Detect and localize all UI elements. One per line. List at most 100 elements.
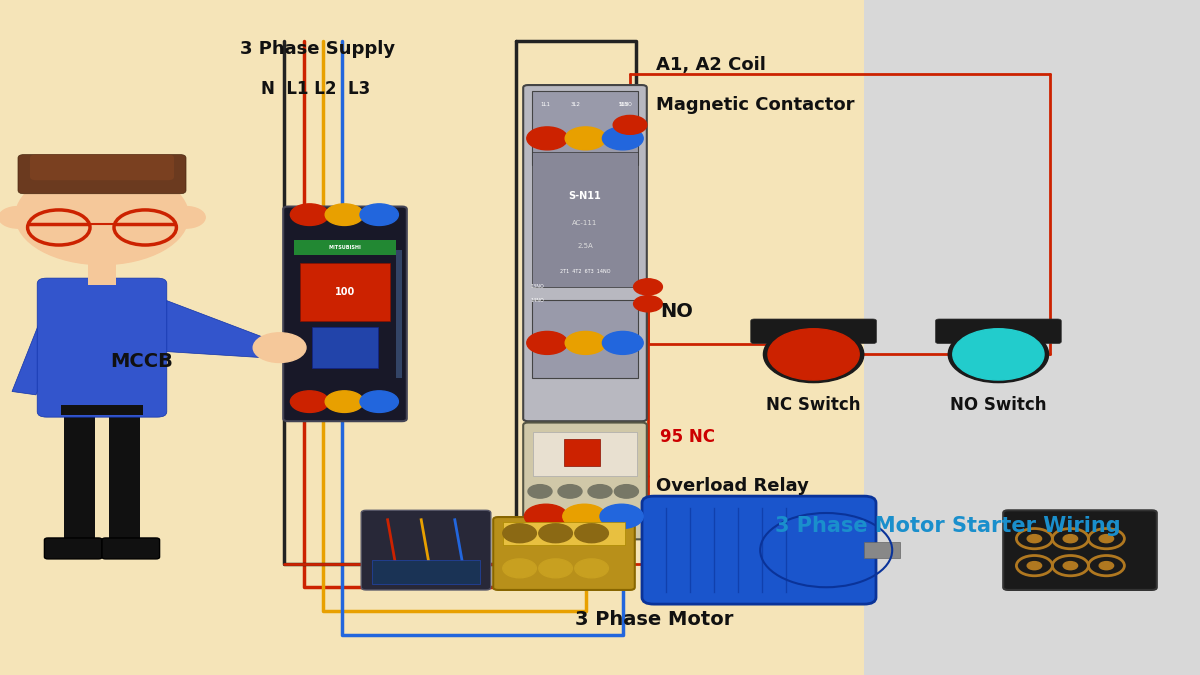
Circle shape	[360, 391, 398, 412]
Circle shape	[167, 207, 205, 228]
FancyBboxPatch shape	[523, 85, 647, 421]
Text: 13NO: 13NO	[530, 284, 544, 290]
Text: N  L1 L2  L3: N L1 L2 L3	[260, 80, 371, 98]
Circle shape	[1027, 562, 1042, 570]
Circle shape	[614, 485, 638, 498]
Circle shape	[588, 485, 612, 498]
Circle shape	[600, 504, 643, 529]
Circle shape	[575, 559, 608, 578]
Bar	[312, 327, 378, 368]
Text: 13NO: 13NO	[619, 102, 632, 107]
Bar	[533, 432, 637, 476]
Circle shape	[325, 391, 364, 412]
Text: A1, A2 Coil: A1, A2 Coil	[656, 56, 767, 74]
Circle shape	[565, 331, 606, 354]
Polygon shape	[12, 304, 68, 395]
FancyBboxPatch shape	[523, 423, 647, 539]
Bar	[64, 412, 95, 547]
Circle shape	[253, 333, 306, 362]
Circle shape	[1063, 562, 1078, 570]
Bar	[61, 405, 143, 415]
Bar	[88, 258, 116, 285]
Circle shape	[539, 524, 572, 543]
FancyBboxPatch shape	[30, 155, 174, 180]
FancyBboxPatch shape	[493, 517, 635, 590]
FancyBboxPatch shape	[283, 207, 407, 421]
Bar	[532, 152, 638, 287]
Text: 2.5A: 2.5A	[577, 244, 593, 249]
Text: NC Switch: NC Switch	[767, 396, 860, 414]
Circle shape	[1099, 562, 1114, 570]
Circle shape	[602, 127, 643, 150]
Text: 5L3: 5L3	[619, 102, 629, 107]
Text: 100: 100	[335, 288, 355, 297]
Text: Magnetic Contactor: Magnetic Contactor	[656, 97, 854, 114]
Circle shape	[768, 329, 859, 380]
Text: AC-111: AC-111	[572, 220, 598, 225]
Text: 1L1: 1L1	[540, 102, 550, 107]
Circle shape	[524, 504, 568, 529]
Circle shape	[563, 504, 606, 529]
Circle shape	[1063, 535, 1078, 543]
Bar	[532, 91, 638, 165]
Bar	[372, 560, 480, 584]
Circle shape	[325, 204, 364, 225]
Bar	[532, 300, 638, 378]
Circle shape	[16, 167, 188, 265]
Bar	[503, 522, 625, 545]
Circle shape	[634, 279, 662, 295]
Circle shape	[527, 127, 568, 150]
Text: 3 Phase Motor: 3 Phase Motor	[575, 610, 733, 629]
Text: NO Switch: NO Switch	[950, 396, 1046, 414]
Text: 2T1  4T2  6T3  14NO: 2T1 4T2 6T3 14NO	[559, 269, 611, 274]
Circle shape	[1027, 535, 1042, 543]
Circle shape	[634, 296, 662, 312]
Bar	[300, 263, 390, 321]
Text: Overload Relay: Overload Relay	[656, 477, 809, 495]
Text: 95 NC: 95 NC	[660, 429, 715, 446]
Bar	[0, 0, 864, 675]
Circle shape	[290, 391, 329, 412]
Bar	[294, 240, 396, 255]
FancyBboxPatch shape	[44, 538, 102, 559]
Circle shape	[575, 524, 608, 543]
Circle shape	[528, 485, 552, 498]
Text: 3L2: 3L2	[571, 102, 581, 107]
Circle shape	[613, 115, 647, 134]
Text: MCCB: MCCB	[110, 352, 173, 371]
FancyBboxPatch shape	[936, 319, 1061, 344]
Circle shape	[503, 559, 536, 578]
Circle shape	[527, 331, 568, 354]
FancyBboxPatch shape	[751, 319, 876, 344]
Circle shape	[602, 331, 643, 354]
Text: 3 Phase Supply: 3 Phase Supply	[240, 40, 396, 57]
Circle shape	[290, 204, 329, 225]
Circle shape	[763, 326, 864, 383]
FancyBboxPatch shape	[361, 510, 491, 590]
FancyBboxPatch shape	[1003, 510, 1157, 590]
Circle shape	[360, 204, 398, 225]
Circle shape	[948, 326, 1049, 383]
FancyBboxPatch shape	[37, 278, 167, 417]
FancyBboxPatch shape	[18, 155, 186, 194]
Circle shape	[0, 207, 37, 228]
Bar	[864, 542, 900, 558]
Bar	[109, 412, 140, 547]
Circle shape	[558, 485, 582, 498]
Text: 14NO: 14NO	[530, 298, 544, 303]
FancyBboxPatch shape	[642, 496, 876, 604]
Circle shape	[565, 127, 606, 150]
Text: NO: NO	[660, 302, 692, 321]
Text: S-N11: S-N11	[569, 191, 601, 200]
Circle shape	[539, 559, 572, 578]
Text: MITSUBISHI: MITSUBISHI	[329, 245, 361, 250]
Bar	[564, 439, 600, 466]
Text: 3 Phase Motor Starter Wiring: 3 Phase Motor Starter Wiring	[775, 516, 1121, 537]
Circle shape	[503, 524, 536, 543]
FancyBboxPatch shape	[102, 538, 160, 559]
Polygon shape	[157, 297, 264, 358]
Bar	[864, 0, 1200, 675]
Bar	[396, 250, 402, 378]
Circle shape	[953, 329, 1044, 380]
Circle shape	[1099, 535, 1114, 543]
